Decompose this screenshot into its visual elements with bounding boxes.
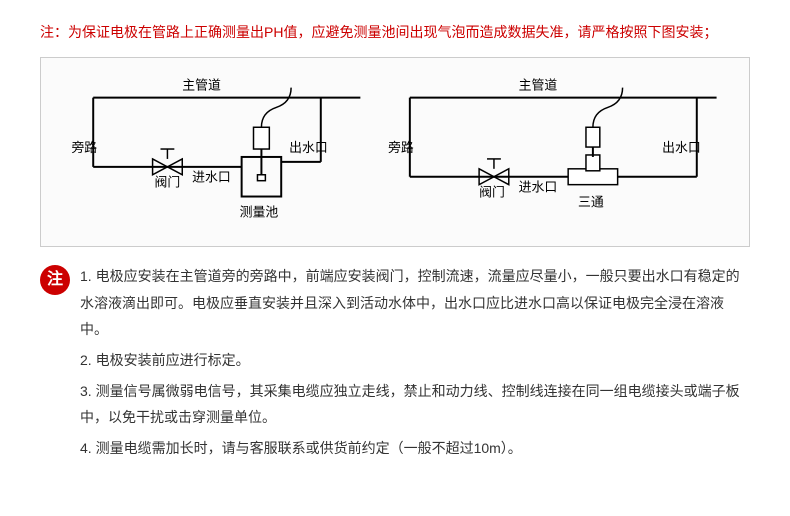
electrode-icon-left	[254, 88, 292, 181]
note-badge: 注	[40, 265, 70, 295]
valve-icon-left	[153, 149, 183, 175]
label-pool: 测量池	[240, 206, 279, 220]
label-bypass-left: 旁路	[71, 140, 97, 155]
note-item: 4. 测量电缆需加长时，请与客服联系或供货前约定（一般不超过10m）。	[80, 435, 750, 462]
label-valve-right: 阀门	[479, 186, 505, 200]
installation-diagram: 主管道 旁路 阀门 进水口 测量池 出水口 主管	[40, 57, 750, 247]
label-inlet-left: 进水口	[192, 171, 231, 185]
label-main-pipe-left: 主管道	[182, 79, 221, 93]
label-main-pipe-right: 主管道	[519, 79, 558, 93]
note-item: 2. 电极安装前应进行标定。	[80, 347, 750, 374]
diagram-svg: 主管道 旁路 阀门 进水口 测量池 出水口 主管	[41, 58, 749, 246]
label-outlet-left: 出水口	[289, 141, 328, 155]
note-item: 1. 电极应安装在主管道旁的旁路中，前端应安装阀门，控制流速，流量应尽量小，一般…	[80, 263, 750, 343]
notes-section: 注 1. 电极应安装在主管道旁的旁路中，前端应安装阀门，控制流速，流量应尽量小，…	[40, 263, 750, 465]
valve-icon-right	[479, 159, 509, 185]
tee-icon	[568, 155, 617, 185]
label-outlet-right: 出水口	[662, 141, 701, 155]
label-tee: 三通	[578, 196, 604, 210]
note-item: 3. 测量信号属微弱电信号，其采集电缆应独立走线，禁止和动力线、控制线连接在同一…	[80, 378, 750, 431]
label-valve-left: 阀门	[155, 176, 181, 190]
intro-note: 注：为保证电极在管路上正确测量出PH值，应避免测量池间出现气泡而造成数据失准，请…	[40, 20, 750, 45]
label-bypass-right: 旁路	[388, 140, 414, 155]
label-inlet-right: 进水口	[519, 181, 558, 195]
notes-list: 1. 电极应安装在主管道旁的旁路中，前端应安装阀门，控制流速，流量应尽量小，一般…	[80, 263, 750, 465]
